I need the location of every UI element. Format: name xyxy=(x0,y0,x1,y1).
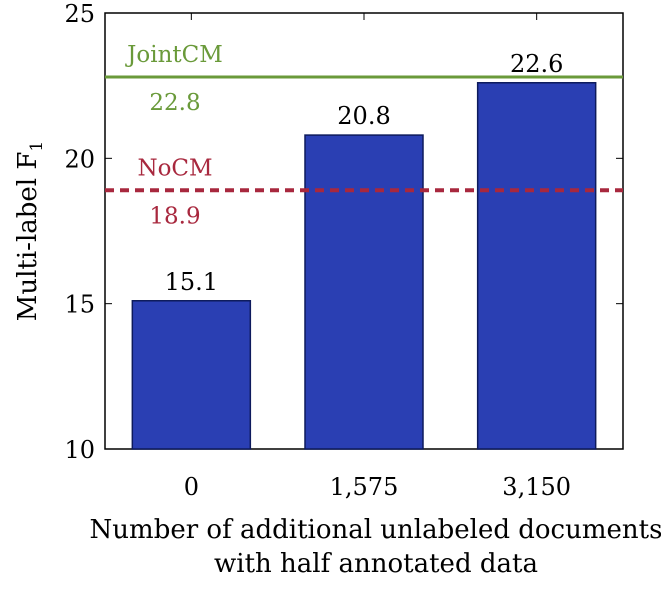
y-axis-label-subscript: 1 xyxy=(27,141,47,152)
bar xyxy=(476,82,597,450)
reference-lines-group xyxy=(105,75,623,193)
bar-value-label: 20.8 xyxy=(337,102,390,130)
y-tick-label: 15 xyxy=(64,291,95,319)
x-tick-label: 3,150 xyxy=(502,473,571,501)
bar-value-label: 22.6 xyxy=(510,50,563,78)
x-tick-label: 0 xyxy=(184,473,199,501)
nocm-name-label: NoCM xyxy=(137,155,212,181)
y-axis-label: Multi-label F1 xyxy=(13,141,47,322)
bar xyxy=(304,134,424,450)
y-axis-label-text: Multi-label F xyxy=(13,152,43,322)
nocm-value-label: 18.9 xyxy=(149,203,200,229)
bars-group xyxy=(131,82,597,450)
x-tick-label: 1,575 xyxy=(330,473,399,501)
jointcm-value-label: 22.8 xyxy=(149,90,200,116)
bar xyxy=(131,300,252,450)
x-axis-label-line: with half annotated data xyxy=(214,549,538,579)
y-tick-label: 10 xyxy=(64,436,95,464)
labels-group: 0 15.1 1,575 20.8 3,150 22.6 JointCM 22.8 NoCM 18… xyxy=(13,42,661,579)
y-tick-label: 25 xyxy=(64,0,95,28)
bar-value-label: 15.1 xyxy=(165,268,218,296)
y-tick-label: 20 xyxy=(64,145,95,173)
x-axis-label-line: Number of additional unlabeled documents xyxy=(90,515,661,545)
jointcm-name-label: JointCM xyxy=(125,42,223,68)
